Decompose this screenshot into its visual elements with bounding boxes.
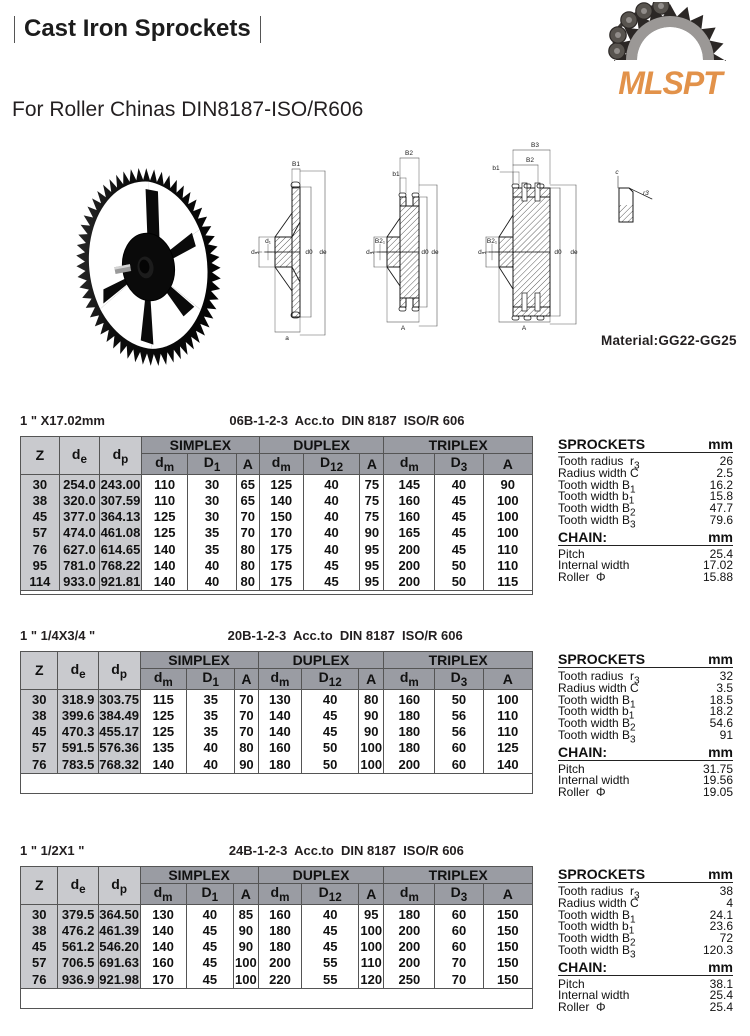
svg-text:dₘ: dₘ — [478, 249, 486, 256]
svg-text:B1: B1 — [292, 161, 300, 168]
svg-text:B3: B3 — [531, 142, 539, 149]
svg-text:dₘ: dₘ — [251, 249, 259, 256]
svg-text:de: de — [319, 249, 327, 256]
svg-text:B2₁: B2₁ — [487, 238, 498, 245]
svg-text:d0: d0 — [421, 249, 429, 256]
svg-text:de: de — [431, 249, 439, 256]
svg-text:c: c — [615, 169, 619, 176]
svg-text:A: A — [401, 325, 406, 332]
svg-text:B2₁: B2₁ — [375, 238, 386, 245]
svg-text:B2: B2 — [405, 150, 413, 157]
svg-text:r3: r3 — [643, 190, 649, 197]
svg-text:B2: B2 — [526, 157, 534, 164]
svg-text:dₘ: dₘ — [366, 249, 374, 256]
svg-text:a: a — [285, 335, 289, 342]
svg-text:b1: b1 — [492, 165, 500, 172]
svg-text:d0: d0 — [305, 249, 313, 256]
svg-text:A: A — [522, 325, 527, 332]
svg-text:b1: b1 — [392, 171, 400, 178]
svg-text:d₁: d₁ — [265, 238, 272, 245]
svg-text:de: de — [570, 249, 578, 256]
svg-text:d0: d0 — [554, 249, 562, 256]
